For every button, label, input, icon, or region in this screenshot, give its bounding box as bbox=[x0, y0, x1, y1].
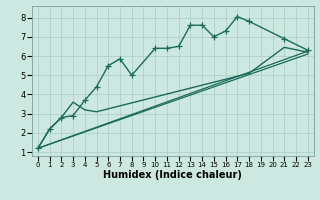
X-axis label: Humidex (Indice chaleur): Humidex (Indice chaleur) bbox=[103, 170, 242, 180]
